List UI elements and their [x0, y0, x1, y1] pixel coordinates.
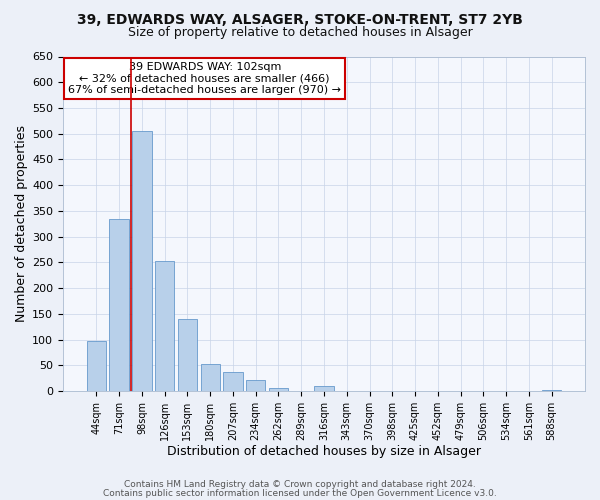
Bar — [87, 342, 106, 391]
Bar — [246, 380, 265, 391]
Bar — [132, 131, 152, 391]
Text: Size of property relative to detached houses in Alsager: Size of property relative to detached ho… — [128, 26, 472, 39]
Text: Contains public sector information licensed under the Open Government Licence v3: Contains public sector information licen… — [103, 488, 497, 498]
Bar — [542, 390, 561, 391]
Bar — [155, 261, 175, 391]
Bar — [223, 372, 242, 391]
Text: 39, EDWARDS WAY, ALSAGER, STOKE-ON-TRENT, ST7 2YB: 39, EDWARDS WAY, ALSAGER, STOKE-ON-TRENT… — [77, 12, 523, 26]
Bar — [178, 319, 197, 391]
Bar — [314, 386, 334, 391]
Text: 39 EDWARDS WAY: 102sqm
← 32% of detached houses are smaller (466)
67% of semi-de: 39 EDWARDS WAY: 102sqm ← 32% of detached… — [68, 62, 341, 94]
Text: Contains HM Land Registry data © Crown copyright and database right 2024.: Contains HM Land Registry data © Crown c… — [124, 480, 476, 489]
Y-axis label: Number of detached properties: Number of detached properties — [15, 126, 28, 322]
Bar — [200, 364, 220, 391]
X-axis label: Distribution of detached houses by size in Alsager: Distribution of detached houses by size … — [167, 444, 481, 458]
Bar — [269, 388, 288, 391]
Bar — [109, 218, 129, 391]
